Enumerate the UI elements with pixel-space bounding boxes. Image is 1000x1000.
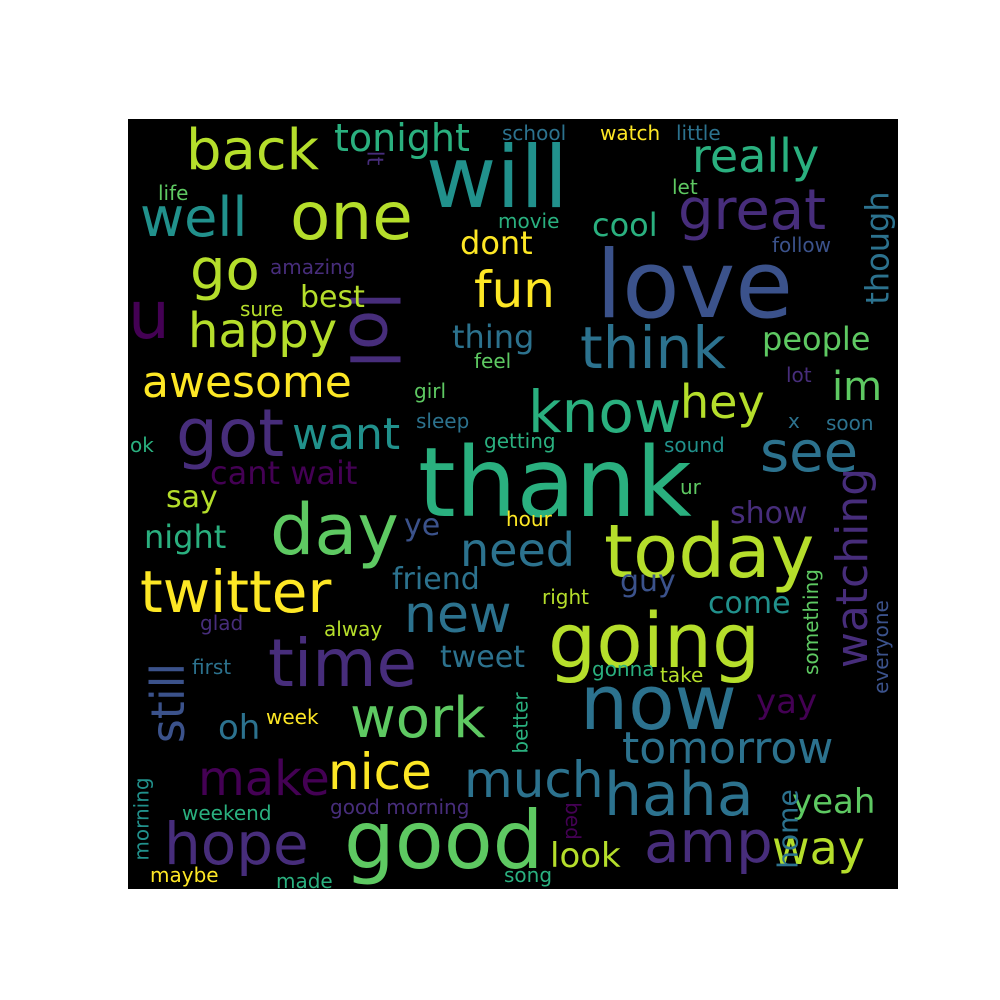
word-really: really <box>692 129 820 183</box>
word-go: go <box>190 238 260 303</box>
word-song: song <box>504 863 553 887</box>
word-friend: friend <box>392 562 480 597</box>
word-maybe: maybe <box>150 863 219 887</box>
word-gonna: gonna <box>592 657 655 681</box>
word-tomorrow: tomorrow <box>622 723 834 774</box>
word-sleep: sleep <box>416 409 470 433</box>
word-great: great <box>678 178 827 243</box>
word-made: made <box>276 869 333 889</box>
word-know: know <box>528 378 682 446</box>
word-new: new <box>404 585 512 645</box>
word-want: want <box>292 409 401 460</box>
word-happy: happy <box>188 303 338 359</box>
word-day: day <box>270 489 399 571</box>
word-see: see <box>760 420 859 485</box>
word-way: way <box>772 821 866 875</box>
word-weekend: weekend <box>182 801 272 825</box>
word-soon: soon <box>826 411 874 435</box>
word-love: love <box>596 231 794 340</box>
word-come: come <box>708 586 791 621</box>
word-everyone: everyone <box>868 600 893 694</box>
word-now: now <box>580 658 737 747</box>
word-tweet: tweet <box>440 640 525 675</box>
word-sure: sure <box>240 297 284 321</box>
word-good: good <box>344 794 544 887</box>
word-ur: ur <box>680 475 701 499</box>
word-movie: movie <box>498 209 560 233</box>
word-one: one <box>290 178 413 255</box>
word-school: school <box>502 121 567 145</box>
word-cant-wait: cant wait <box>210 454 358 492</box>
word-haha: haha <box>604 760 754 830</box>
word-morning-vertical: morning <box>129 777 154 861</box>
word-cool: cool <box>592 206 658 244</box>
word-something: something <box>798 569 823 675</box>
word-think: think <box>580 314 726 382</box>
word-watch: watch <box>600 121 661 145</box>
word-lt: lt <box>361 150 387 166</box>
word-yeah: yeah <box>792 782 876 822</box>
word-night: night <box>144 518 227 556</box>
word-ye: ye <box>404 508 441 543</box>
word-better: better <box>508 692 533 754</box>
word-thank: thank <box>418 427 692 539</box>
word-hope: hope <box>164 810 309 878</box>
word-much: much <box>464 751 604 809</box>
word-good-morning: good morning <box>330 795 470 819</box>
word-glad: glad <box>200 611 244 635</box>
word-still: still <box>141 662 196 744</box>
word-feel: feel <box>474 349 512 373</box>
word-little: little <box>676 121 721 145</box>
word-girl: girl <box>414 379 447 403</box>
word-week: week <box>266 705 319 729</box>
word-hour: hour <box>506 507 552 531</box>
word-guy: guy <box>620 564 676 599</box>
word-tonight: tonight <box>334 119 470 160</box>
word-twitter: twitter <box>140 558 332 626</box>
word-amazing: amazing <box>270 255 356 279</box>
word-got: got <box>176 395 285 472</box>
word-today: today <box>604 509 815 595</box>
word-x: x <box>788 409 800 433</box>
word-show: show <box>730 496 808 531</box>
word-need: need <box>460 523 575 577</box>
word-nice: nice <box>328 743 432 801</box>
word-cloud: thank love will good today going now day… <box>128 119 898 889</box>
word-oh: oh <box>218 708 261 748</box>
word-alway: alway <box>324 617 383 641</box>
word-thing: thing <box>452 318 535 356</box>
word-make: make <box>198 751 330 807</box>
word-let: let <box>672 175 698 199</box>
word-say: say <box>166 480 218 515</box>
word-time: time <box>268 625 418 702</box>
word-sound: sound <box>664 433 725 457</box>
word-lot: lot <box>786 363 812 387</box>
word-fun: fun <box>474 261 555 319</box>
word-awesome: awesome <box>142 357 352 408</box>
word-going: going <box>548 596 761 685</box>
word-best: best <box>300 280 365 315</box>
word-look: look <box>550 836 621 876</box>
word-will: will <box>426 128 569 228</box>
word-first: first <box>192 655 232 679</box>
word-hey: hey <box>680 375 765 429</box>
word-though: though <box>858 191 897 305</box>
word-people: people <box>762 320 871 358</box>
word-amp: amp <box>644 808 773 876</box>
word-back: back <box>186 119 320 183</box>
word-life: life <box>158 181 189 205</box>
word-work: work <box>350 686 486 751</box>
word-home: home <box>771 789 805 869</box>
word-ok: ok <box>130 433 154 457</box>
word-dont: dont <box>460 224 533 262</box>
word-getting: getting <box>484 429 556 453</box>
word-follow: follow <box>772 233 831 257</box>
word-take: take <box>660 663 704 687</box>
word-well: well <box>140 186 248 249</box>
word-bed: bed <box>560 802 585 840</box>
word-u: u <box>128 277 170 354</box>
word-right: right <box>542 585 589 609</box>
word-yay: yay <box>756 682 818 722</box>
word-im: im <box>832 364 883 410</box>
